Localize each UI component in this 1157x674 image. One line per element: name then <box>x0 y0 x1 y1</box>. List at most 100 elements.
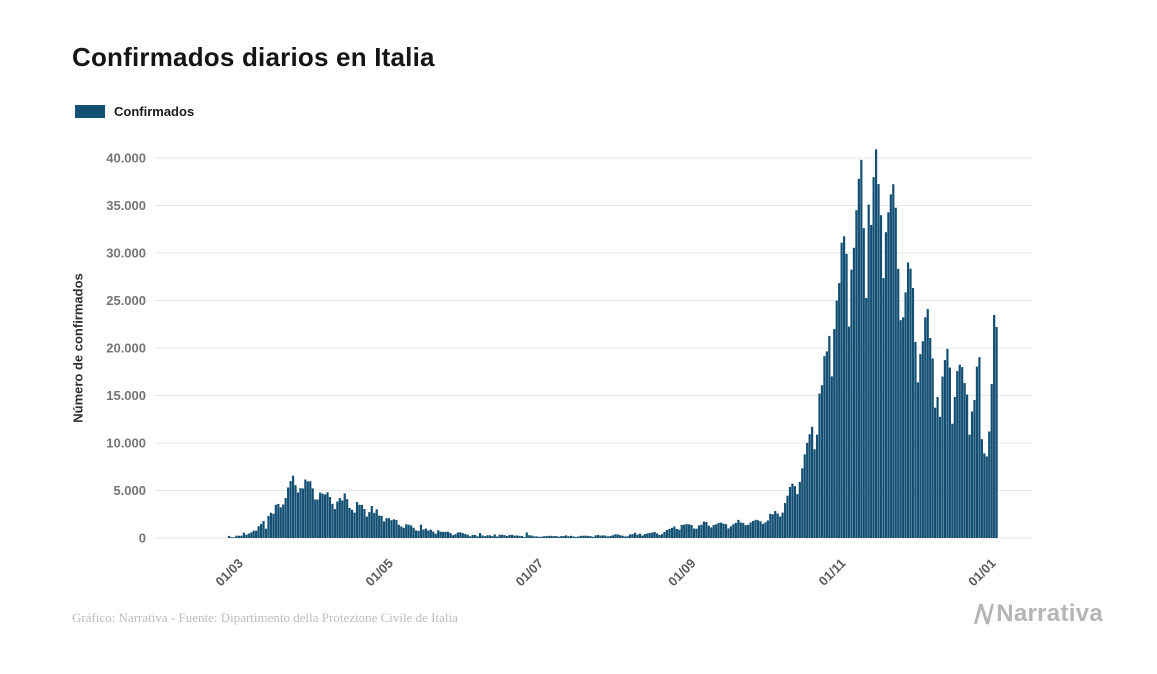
bar <box>400 526 403 538</box>
bar <box>852 247 856 538</box>
x-tick-label: 01/09 <box>665 556 699 590</box>
bar <box>407 524 410 538</box>
bar <box>712 524 715 538</box>
bar <box>796 494 799 538</box>
bar <box>806 442 809 538</box>
bar <box>899 320 902 538</box>
bar <box>980 439 983 538</box>
bar <box>343 493 346 538</box>
bar <box>493 534 496 538</box>
bar <box>314 499 317 538</box>
bar <box>417 530 420 538</box>
bar <box>626 536 629 538</box>
y-tick-label: 40.000 <box>106 151 146 166</box>
bar <box>993 314 996 538</box>
bar <box>929 338 932 538</box>
bar <box>442 531 445 538</box>
bar <box>304 479 307 538</box>
bar <box>990 384 993 538</box>
bar <box>373 512 376 538</box>
bar <box>429 529 432 538</box>
bar <box>665 529 669 538</box>
bar <box>331 503 334 538</box>
bar <box>707 525 710 538</box>
bar <box>279 507 282 538</box>
bar <box>461 533 464 538</box>
bar <box>518 535 521 538</box>
bar <box>528 535 531 538</box>
bar <box>727 528 730 538</box>
bar <box>242 532 245 538</box>
bar <box>776 513 779 538</box>
bar <box>695 528 698 538</box>
bar <box>884 232 888 538</box>
bar <box>387 518 391 538</box>
bar <box>277 503 280 538</box>
bar <box>651 532 654 538</box>
bar <box>437 530 440 538</box>
bar <box>481 535 484 538</box>
bar <box>439 531 442 538</box>
x-tick-label: 01/01 <box>965 556 999 590</box>
bar <box>720 522 723 538</box>
bar <box>557 536 560 538</box>
y-tick-label: 0 <box>139 531 146 546</box>
bar <box>874 149 878 538</box>
narrativa-logo: Narrativa <box>972 600 1103 628</box>
bar <box>867 204 870 538</box>
bar <box>685 524 688 538</box>
bar <box>284 498 287 538</box>
bar <box>715 524 718 538</box>
y-tick-label: 10.000 <box>106 436 146 451</box>
bar <box>747 524 750 538</box>
bar <box>766 520 769 538</box>
bar <box>572 536 575 538</box>
bar <box>456 532 459 538</box>
bar <box>892 184 895 538</box>
bar <box>346 499 349 538</box>
bar <box>267 516 270 538</box>
bar <box>488 535 491 538</box>
x-tick-label: 01/05 <box>362 556 396 590</box>
bar <box>577 536 580 538</box>
bar <box>906 262 910 538</box>
bar <box>230 537 233 538</box>
bar <box>633 532 637 538</box>
bar <box>505 536 509 538</box>
bar <box>938 416 942 538</box>
bar <box>287 487 290 538</box>
bar <box>879 215 883 538</box>
bar <box>948 367 951 538</box>
bar <box>422 529 425 538</box>
x-tick-label: 01/07 <box>512 556 546 590</box>
bar <box>405 524 408 538</box>
bar <box>274 504 277 538</box>
bar <box>968 434 971 538</box>
bar <box>988 431 991 538</box>
bar <box>328 497 332 538</box>
bar <box>547 535 550 538</box>
bar <box>936 397 939 538</box>
bar <box>355 502 359 538</box>
bar <box>351 509 354 538</box>
y-tick-label: 15.000 <box>106 388 146 403</box>
bar <box>412 527 415 538</box>
bar <box>533 536 536 538</box>
bar <box>459 532 462 538</box>
bar <box>621 535 624 538</box>
bar <box>697 525 701 538</box>
bar <box>722 523 725 538</box>
bar <box>845 253 848 538</box>
bar <box>496 536 499 538</box>
bar <box>943 360 947 538</box>
bar <box>656 533 659 538</box>
bar-chart: Número de confirmados 0 5.000 10.000 15.000… <box>60 128 1070 598</box>
bar <box>294 485 297 538</box>
bar <box>739 522 742 538</box>
bar <box>818 393 821 538</box>
bar <box>951 423 954 538</box>
bar <box>660 534 664 538</box>
bar <box>921 341 924 538</box>
bar <box>569 535 573 538</box>
